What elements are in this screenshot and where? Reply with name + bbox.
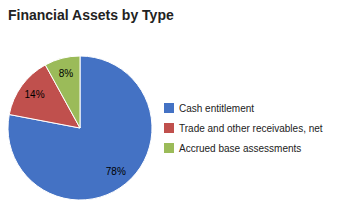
legend-label: Accrued base assessments: [179, 143, 301, 154]
data-label: 78%: [106, 166, 126, 177]
legend: Cash entitlement Trade and other receivab…: [164, 103, 323, 154]
legend-label: Trade and other receivables, net: [179, 123, 323, 134]
legend-label: Cash entitlement: [179, 103, 254, 114]
slice: [45, 56, 80, 128]
data-label: 8%: [59, 68, 74, 79]
data-labels: 78% 14% 8%: [25, 68, 126, 177]
legend-swatch: [164, 103, 174, 113]
chart: Financial Assets by Type 78% 14% 8% Cash ent…: [0, 0, 358, 220]
data-label: 14%: [25, 89, 45, 100]
legend-swatch: [164, 143, 174, 153]
slice: [8, 56, 152, 200]
slices: [8, 56, 152, 200]
legend-swatch: [164, 123, 174, 133]
title: Financial Assets by Type: [8, 7, 174, 23]
